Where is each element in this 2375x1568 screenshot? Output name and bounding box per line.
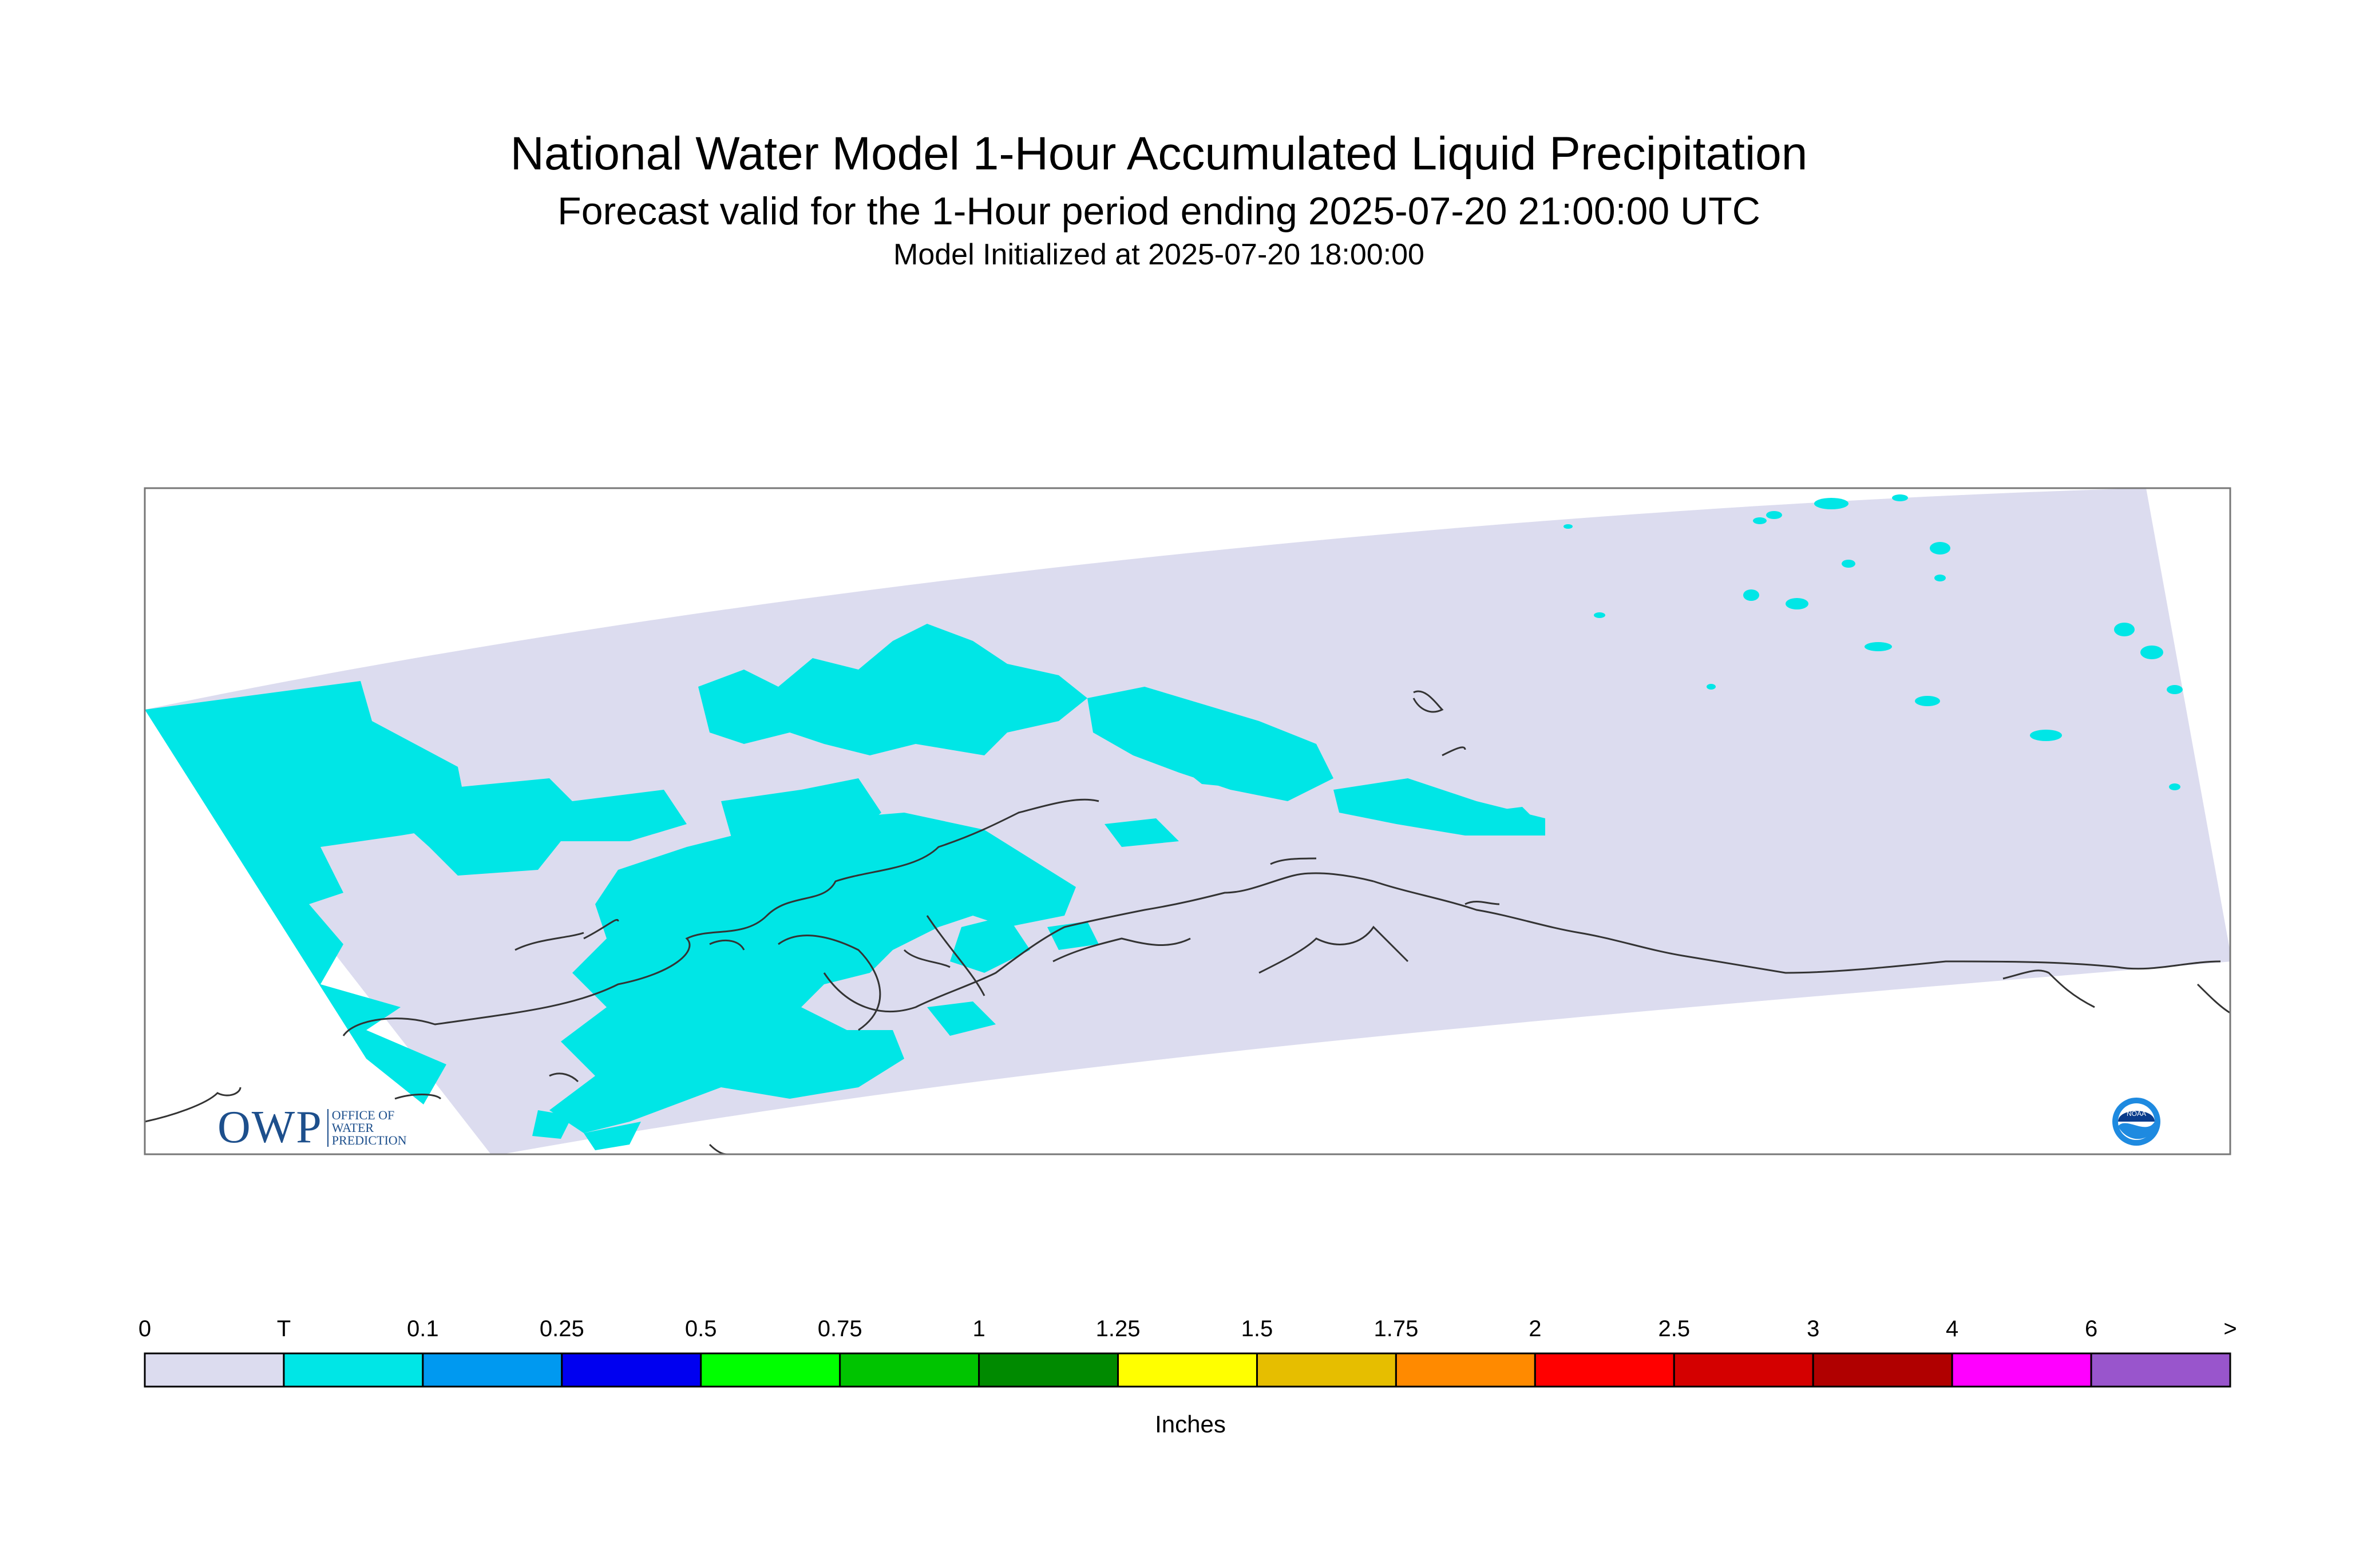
colorbar-swatch bbox=[1395, 1352, 1536, 1388]
colorbar-swatch bbox=[283, 1352, 424, 1388]
colorbar-units: Inches bbox=[1155, 1411, 1226, 1438]
colorbar-tick-label: 4 bbox=[1946, 1316, 1959, 1341]
colorbar-tick-label: 1 bbox=[972, 1316, 985, 1341]
init-time: Model Initialized at 2025-07-20 18:00:00 bbox=[893, 238, 1424, 271]
colorbar-swatch bbox=[1534, 1352, 1675, 1388]
colorbar-tick-label: T bbox=[276, 1316, 291, 1341]
colorbar-swatch bbox=[978, 1352, 1119, 1388]
chart-subtitle: Forecast valid for the 1-Hour period end… bbox=[557, 189, 1760, 233]
colorbar-tick-label: 3 bbox=[1807, 1316, 1820, 1341]
colorbar-swatch bbox=[1117, 1352, 1258, 1388]
colorbar-tick-label: 2 bbox=[1529, 1316, 1542, 1341]
colorbar-tick-label: 1.25 bbox=[1095, 1316, 1141, 1341]
colorbar-tick-label: 6 bbox=[2084, 1316, 2098, 1341]
chart-title: National Water Model 1-Hour Accumulated … bbox=[510, 128, 1808, 180]
colorbar-swatch bbox=[839, 1352, 980, 1388]
map-frame bbox=[144, 487, 2231, 1155]
colorbar-tick-label: 0.1 bbox=[407, 1316, 439, 1341]
colorbar-swatch bbox=[1256, 1352, 1397, 1388]
colorbar-tick-label: 1.75 bbox=[1373, 1316, 1419, 1341]
colorbar-swatch bbox=[561, 1352, 702, 1388]
coastlines bbox=[145, 690, 2230, 1154]
colorbar-swatch bbox=[700, 1352, 841, 1388]
owp-logo-subtext: OFFICE OF WATER PREDICTION bbox=[327, 1108, 407, 1147]
colorbar-tick-label: 2.5 bbox=[1658, 1316, 1691, 1341]
colorbar-tick-label: 0.5 bbox=[684, 1316, 717, 1341]
colorbar-tick-label: 0 bbox=[138, 1316, 152, 1341]
colorbar-swatch bbox=[1951, 1352, 2092, 1388]
precip-trace bbox=[145, 494, 2183, 1150]
colorbar-tick-label: 1.5 bbox=[1241, 1316, 1273, 1341]
colorbar bbox=[144, 1352, 2231, 1388]
colorbar-swatch bbox=[144, 1352, 285, 1388]
noaa-logo-text: NOAA bbox=[2127, 1110, 2146, 1118]
colorbar-swatch bbox=[2090, 1352, 2231, 1388]
colorbar-swatch bbox=[1673, 1352, 1814, 1388]
colorbar-tick-label: 0.75 bbox=[817, 1316, 862, 1341]
colorbar-tick-label: 0.25 bbox=[539, 1316, 584, 1341]
noaa-logo: NOAA bbox=[2112, 1098, 2160, 1146]
owp-logo-text: OWP bbox=[217, 1102, 323, 1153]
colorbar-swatch bbox=[1812, 1352, 1953, 1388]
colorbar-swatch bbox=[422, 1352, 563, 1388]
colorbar-tick-label: > bbox=[2223, 1316, 2237, 1341]
owp-logo: OWP OFFICE OF WATER PREDICTION bbox=[217, 1102, 407, 1154]
